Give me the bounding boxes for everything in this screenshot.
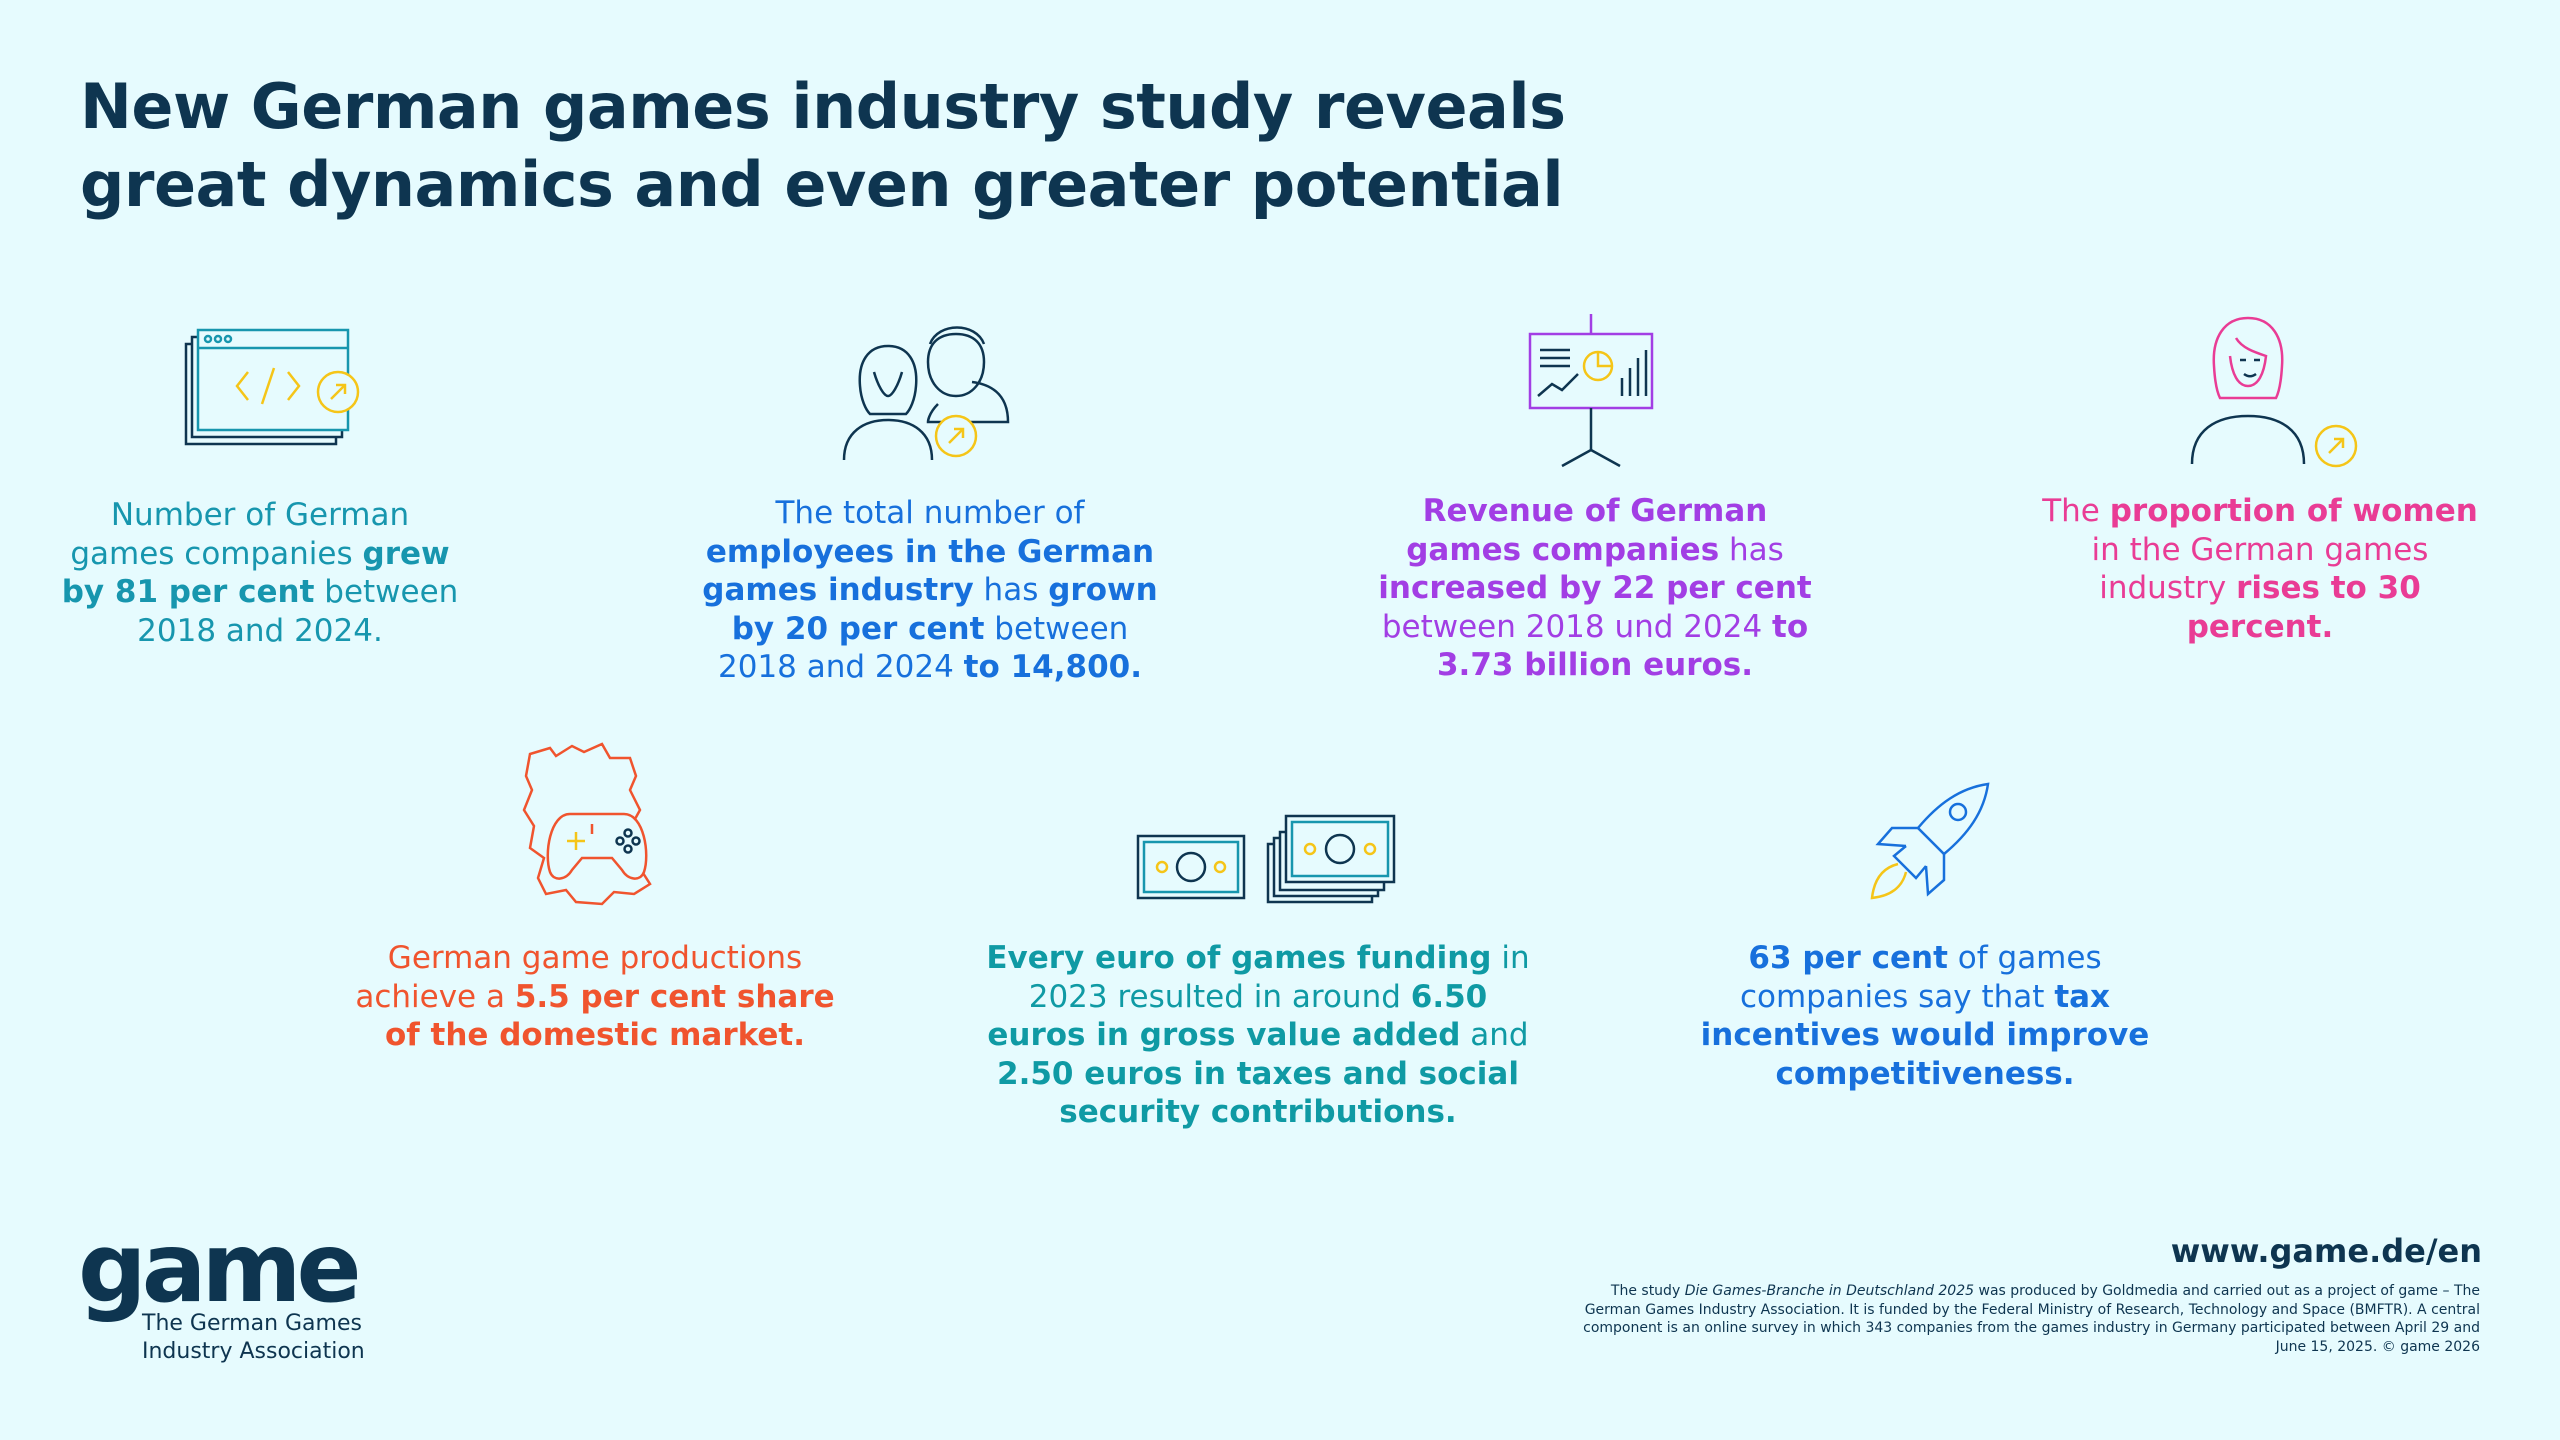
stat-revenue-text: Revenue of German games companies xyxy=(1406,493,1768,568)
game-logo: game xyxy=(78,1212,362,1324)
stat-revenue-text: between 2018 und 2024 xyxy=(1381,608,1773,645)
stat-tax-text: 63 per cent xyxy=(1748,940,1948,976)
stat-funding: Every euro of games funding in 2023 resu… xyxy=(978,939,1538,1132)
stat-employees-text: employees in the German games industry xyxy=(702,533,1155,609)
stat-revenue-text: has xyxy=(1719,531,1784,568)
footnote-pre: The study xyxy=(1610,1283,1685,1299)
stat-market-share-text: German game productions achieve a xyxy=(355,940,803,1015)
stat-revenue-text: increased by 22 per cent xyxy=(1378,570,1812,606)
title-line-1: New German games industry study reveals xyxy=(80,70,1566,143)
stat-employees-text: to 14,800. xyxy=(963,649,1142,685)
stat-tax-text: tax incentives would improve competitive… xyxy=(1700,978,2150,1092)
footnote: The study Die Games-Branche in Deutschla… xyxy=(1580,1282,2480,1356)
footnote-study-title: Die Games-Branche in Deutschland 2025 xyxy=(1684,1283,1975,1299)
website-link[interactable]: www.game.de/en xyxy=(2170,1232,2482,1270)
stat-women-text: in the German games industry xyxy=(2091,531,2429,607)
stat-employees-text: The total number of xyxy=(775,495,1085,531)
people-icon xyxy=(842,326,1010,461)
code-window-icon xyxy=(184,328,360,446)
stat-revenue: Revenue of German games companies has in… xyxy=(1365,492,1825,685)
stat-funding-text: 2.50 euros in taxes and social security … xyxy=(997,1055,1519,1131)
presentation-board-icon xyxy=(1528,314,1654,468)
logo-subtitle-line-1: The German Games xyxy=(142,1311,362,1336)
stat-market-share: German game productions achieve a 5.5 pe… xyxy=(355,939,835,1055)
rocket-icon xyxy=(1870,782,1990,900)
stat-revenue-text: to 3.73 billion euros. xyxy=(1436,608,1809,684)
logo-subtitle: The German Games Industry Association xyxy=(142,1310,365,1366)
stat-companies: Number of German games companies grew by… xyxy=(60,496,460,650)
stat-women-text: proportion of women xyxy=(2109,493,2478,529)
stat-women-text: rises to 30 percent. xyxy=(2186,570,2421,645)
logo-subtitle-line-2: Industry Association xyxy=(142,1339,365,1364)
stat-companies-text: between 2018 and 2024. xyxy=(137,574,459,649)
stat-funding-text: in 2023 resulted in around xyxy=(1028,940,1530,1015)
page-title: New German games industry study reveals … xyxy=(80,68,1680,224)
stat-funding-text: Every euro of games funding xyxy=(986,940,1492,976)
stat-funding-text: and xyxy=(1460,1017,1529,1053)
footnote-post: was produced by Goldmedia and carried ou… xyxy=(1583,1283,2480,1355)
stat-employees-text: grown by 20 per cent xyxy=(731,572,1158,647)
germany-gamepad-icon xyxy=(522,742,652,906)
stat-tax: 63 per cent of games companies say that … xyxy=(1690,939,2160,1093)
stat-tax-text: of games companies say that xyxy=(1739,940,2102,1015)
stat-employees-text: between 2018 and 2024 xyxy=(718,610,1129,686)
stat-employees: The total number of employees in the Ger… xyxy=(700,494,1160,687)
stat-companies-text: grew by 81 per cent xyxy=(61,535,450,611)
title-line-2: great dynamics and even greater potentia… xyxy=(80,148,1564,221)
stat-market-share-text: 5.5 per cent share of the domestic marke… xyxy=(384,978,835,1054)
banknotes-icon xyxy=(1136,814,1396,904)
stat-employees-text: has xyxy=(973,572,1049,608)
stat-funding-text: 6.50 euros in gross value added xyxy=(987,978,1488,1054)
stat-women-text: The xyxy=(2042,493,2110,529)
stat-women: The proportion of women in the German ga… xyxy=(2040,492,2480,646)
woman-icon xyxy=(2190,316,2358,468)
stat-companies-text: Number of German games companies xyxy=(70,497,410,572)
